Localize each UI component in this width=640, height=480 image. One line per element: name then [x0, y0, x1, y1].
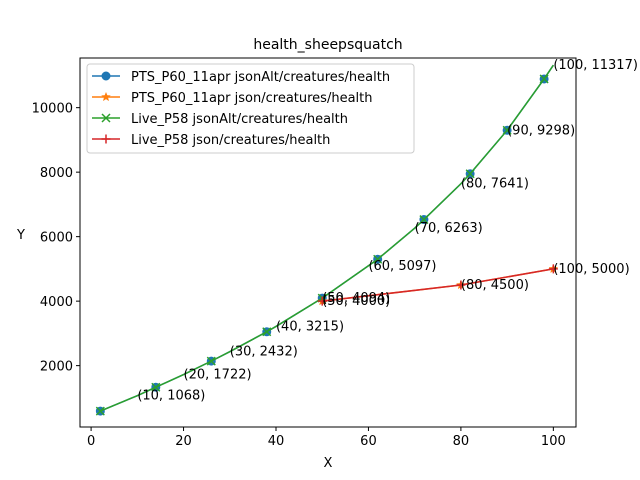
series-2-point: [373, 254, 383, 264]
chart-title: health_sheepsquatch: [253, 37, 402, 53]
series-layer: [95, 64, 559, 416]
data-label: (80, 7641): [461, 177, 529, 192]
series-3-point: [317, 296, 327, 306]
data-label: (80, 4500): [461, 278, 529, 293]
series-2-point: [206, 356, 216, 366]
x-tick-label: 100: [541, 434, 566, 449]
legend-label: PTS_P60_11apr jsonAlt/creatures/health: [131, 70, 390, 85]
legend-label: Live_P58 jsonAlt/creatures/health: [131, 112, 348, 127]
y-tick-label: 2000: [40, 360, 73, 375]
data-label: (40, 3215): [276, 319, 344, 334]
series-2-point: [151, 382, 161, 392]
data-label: (20, 1722): [184, 368, 252, 383]
series-2: [95, 64, 554, 416]
series-2-point: [539, 74, 549, 84]
series-3-point: [456, 280, 466, 290]
y-axis: 2000 4000 6000 8000 10000: [32, 102, 80, 375]
x-tick-label: 20: [175, 434, 192, 449]
data-label: (10, 1068): [137, 389, 205, 404]
legend-item: PTS_P60_11apr json/creatures/health: [92, 91, 372, 106]
series-line-2: [100, 64, 554, 412]
data-label: (100, 5000): [553, 262, 629, 277]
x-tick-label: 60: [360, 434, 377, 449]
series-2-point: [95, 406, 105, 416]
plot-area: [79, 57, 577, 428]
data-label: (100, 11317): [553, 58, 638, 73]
y-tick-label: 8000: [40, 166, 73, 181]
x-tick-label: 40: [268, 434, 285, 449]
data-label: (50, 4000): [322, 294, 390, 309]
data-label: (60, 5097): [368, 259, 436, 274]
legend-marker: [101, 71, 111, 81]
legend-label: Live_P58 json/creatures/health: [131, 133, 330, 148]
y-tick-label: 10000: [32, 102, 73, 117]
legend-label: PTS_P60_11apr json/creatures/health: [131, 91, 372, 106]
series-3: [317, 264, 558, 306]
series-2-point: [262, 327, 272, 337]
x-tick-label: 0: [87, 434, 95, 449]
axes-frame: [79, 57, 577, 428]
annotation-layer: (10, 1068) (20, 1722) (30, 2432) (40, 3215)…: [137, 58, 638, 403]
data-label: (50, 4094): [322, 291, 390, 306]
x-axis-label: X: [324, 456, 333, 471]
x-tick-label: 80: [453, 434, 470, 449]
legend-item: PTS_P60_11apr jsonAlt/creatures/health: [92, 70, 390, 85]
x-axis: 0 20 40 60 80 100: [87, 427, 566, 449]
data-label: (90, 9298): [507, 123, 575, 138]
legend-marker: [101, 134, 111, 144]
legend-item: Live_P58 json/creatures/health: [92, 133, 330, 148]
y-axis-label: Y: [16, 228, 25, 243]
series-2-point: [465, 169, 475, 179]
y-tick-label: 6000: [40, 231, 73, 246]
y-tick-label: 4000: [40, 295, 73, 310]
legend-item: Live_P58 jsonAlt/creatures/health: [92, 112, 348, 127]
legend-marker: [101, 91, 111, 102]
data-label: (30, 2432): [230, 345, 298, 360]
legend-box: [86, 63, 415, 154]
data-label: (70, 6263): [415, 221, 483, 236]
series-3-point: [548, 264, 558, 274]
legend: PTS_P60_11apr jsonAlt/creatures/health PT…: [86, 63, 415, 154]
series-2-point: [502, 125, 512, 135]
legend-marker: [101, 113, 111, 123]
series-2-point: [419, 215, 429, 225]
